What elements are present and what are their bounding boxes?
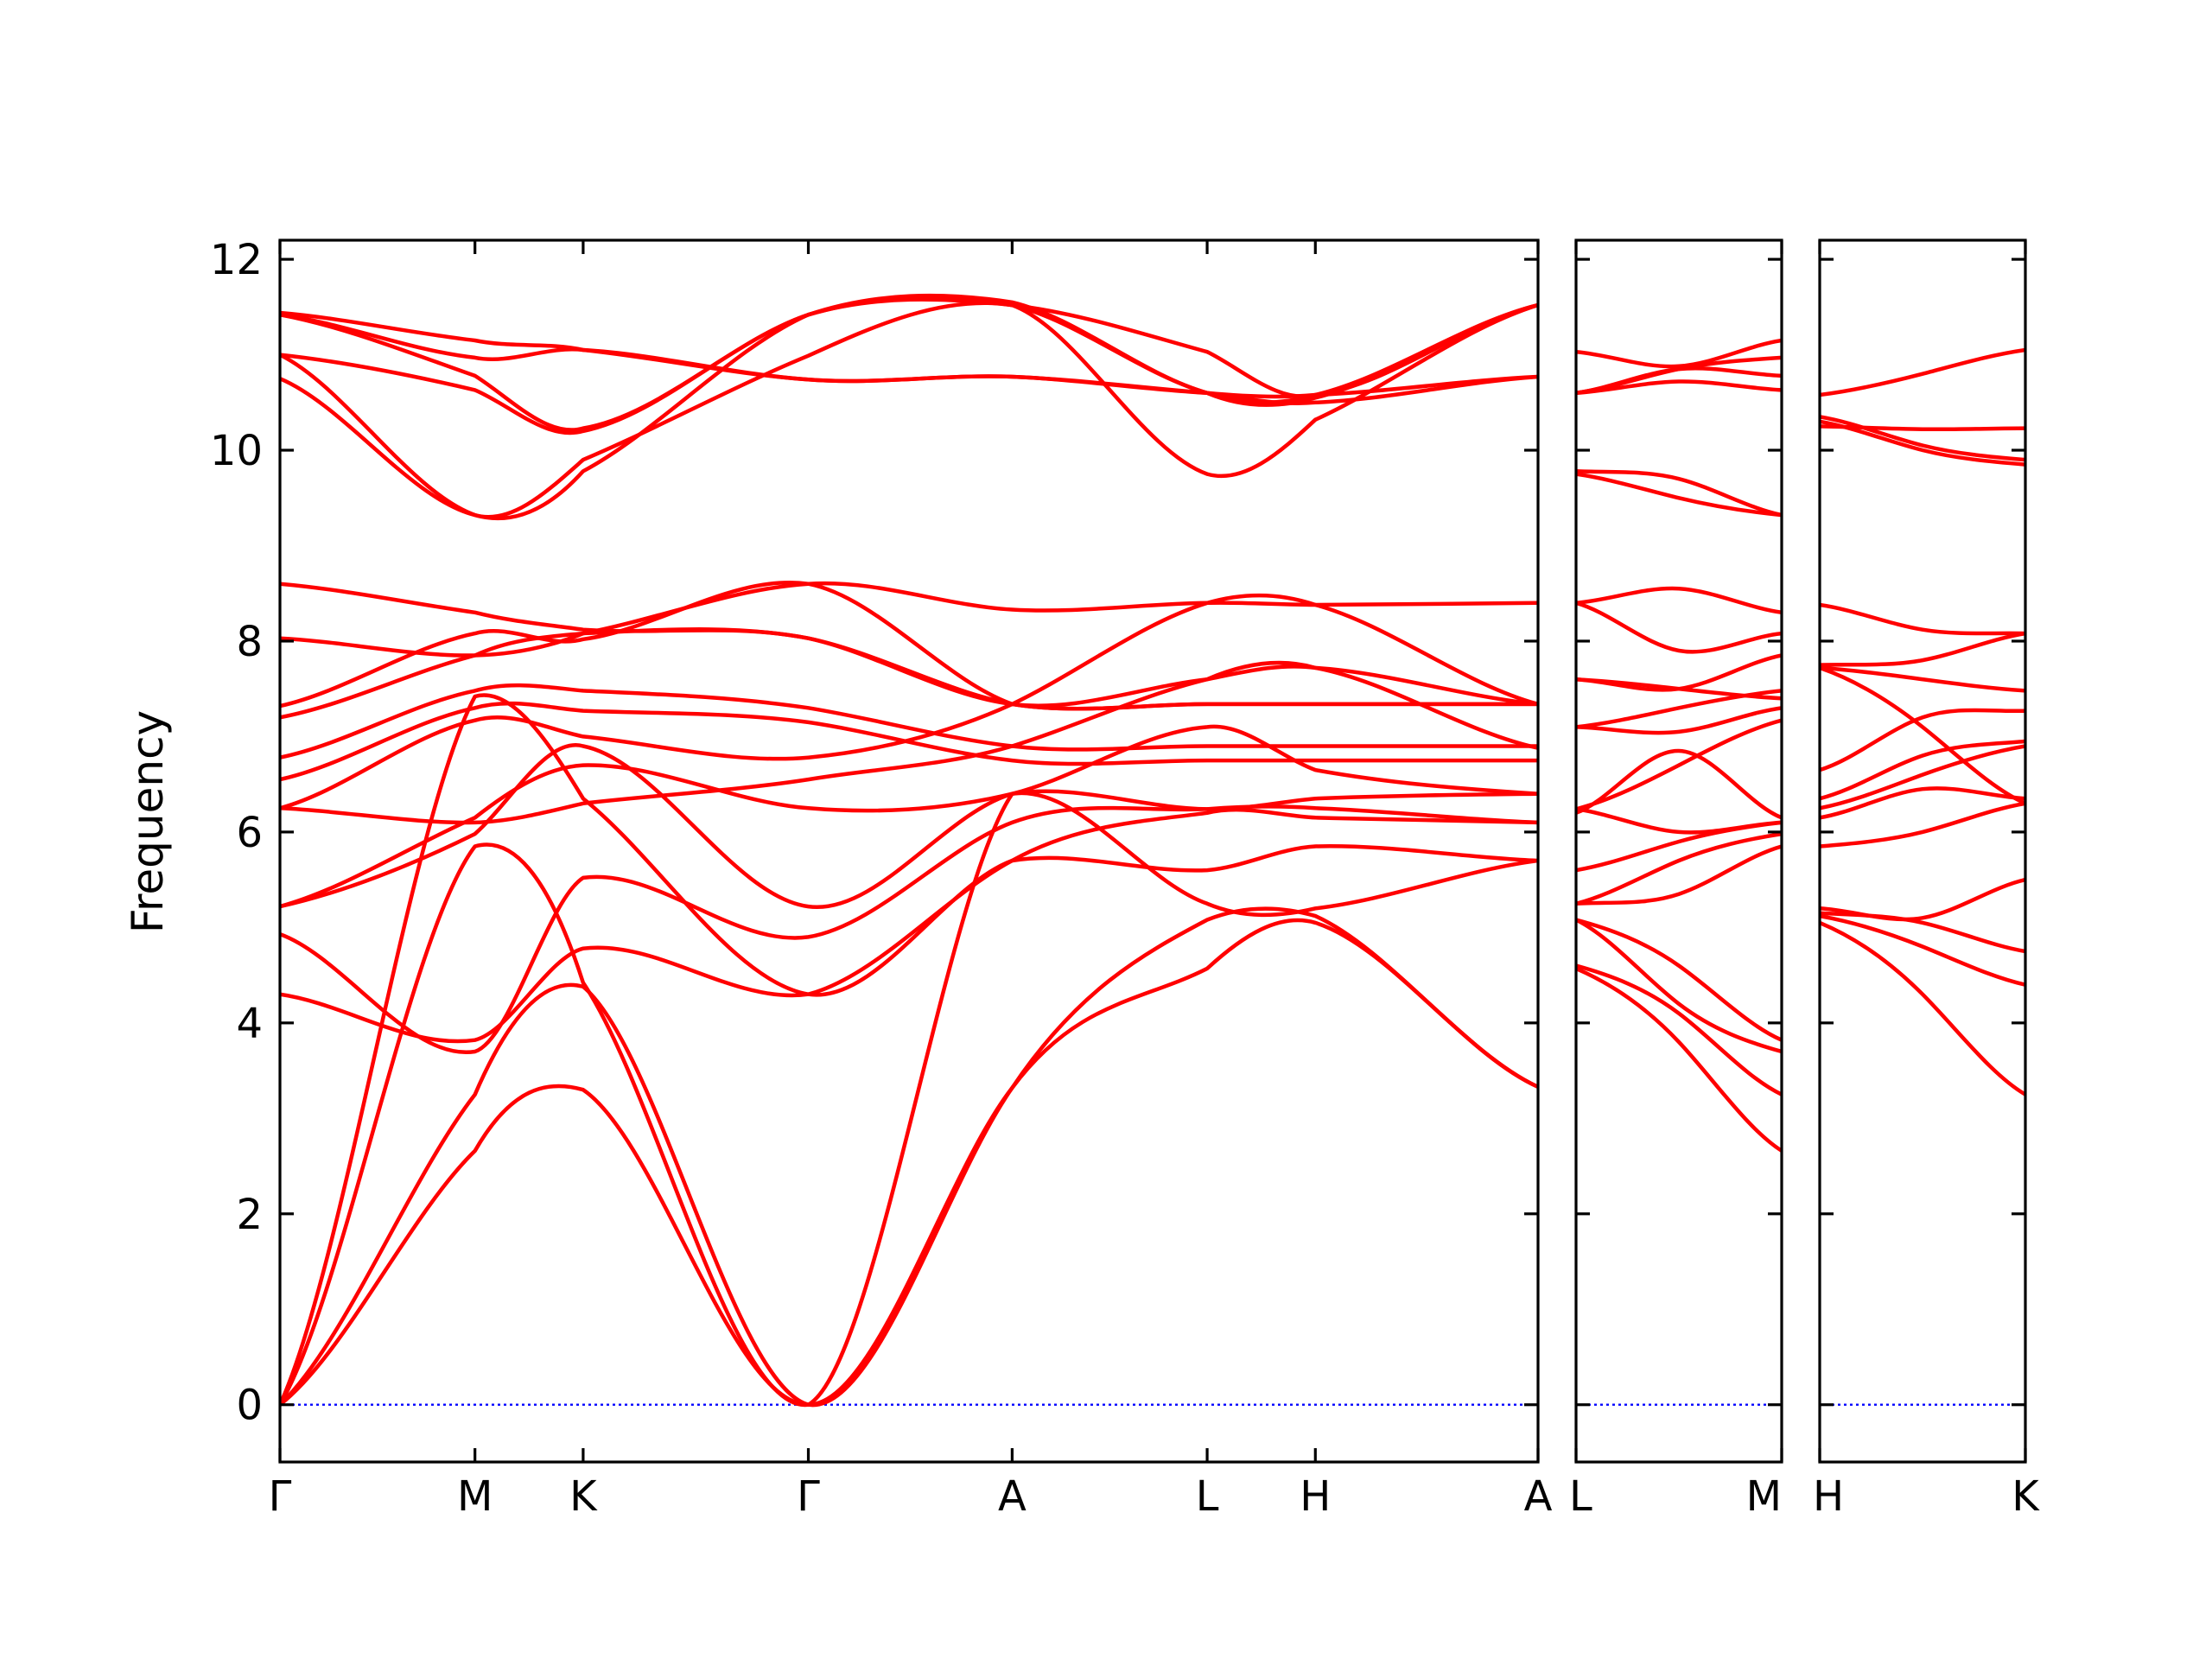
y-tick-label: 2: [236, 1191, 263, 1239]
band-line-1: [1576, 966, 1782, 1154]
band-line-2: [1576, 963, 1782, 1096]
band-line-2: [1820, 913, 2025, 987]
band-line-21: [1576, 355, 1782, 396]
band-line-14: [1576, 653, 1782, 692]
band-line-7: [280, 743, 1538, 910]
x-tick-label: Γ: [269, 1472, 292, 1521]
band-line-19: [1576, 379, 1782, 396]
x-tick-label: A: [1524, 1472, 1553, 1521]
x-tick-label: A: [998, 1472, 1027, 1521]
band-line-15: [1576, 601, 1782, 654]
band-line-10: [1820, 665, 2025, 806]
band-line-4: [1820, 877, 2025, 922]
band-line-11: [1820, 665, 2025, 693]
band-line-10: [1576, 718, 1782, 811]
panel-frame: [1818, 238, 2027, 1464]
band-line-1: [280, 918, 1538, 1407]
band-line-22: [280, 310, 1538, 399]
x-tick-label: Γ: [797, 1472, 820, 1521]
x-tick-label: K: [2012, 1472, 2040, 1521]
x-tick-label: K: [569, 1472, 598, 1521]
band-line-19: [280, 297, 1538, 435]
band-line-18: [1576, 469, 1782, 518]
panel-frame: [278, 238, 1540, 1464]
y-tick-label: 0: [236, 1382, 263, 1430]
band-line-11: [1576, 706, 1782, 735]
band-line-17: [280, 301, 1538, 519]
band-line-3: [1576, 918, 1782, 1054]
x-tick-label: L: [1569, 1472, 1592, 1521]
band-lines: [1576, 338, 1782, 1154]
band-line-16: [1820, 424, 2025, 432]
band-line-17: [1576, 472, 1782, 518]
band-line-15: [280, 581, 1538, 658]
band-line-9: [1820, 708, 2025, 772]
x-tick-label: M: [1746, 1472, 1782, 1521]
band-line-7: [1576, 820, 1782, 873]
x-tick-label: M: [457, 1472, 493, 1521]
band-line-22: [1576, 338, 1782, 369]
band-line-7: [1820, 744, 2025, 810]
band-line-8: [280, 724, 1538, 909]
panel-1: 0 2 4 6 8 10 12 Γ M K Γ A L H A: [210, 236, 1553, 1521]
band-lines: [1820, 347, 2025, 1096]
band-line-8: [1576, 748, 1782, 820]
band-line-1: [1820, 920, 2025, 1096]
band-line-18: [280, 296, 1538, 521]
panel-frame: [1574, 238, 1783, 1464]
band-line-4: [1576, 918, 1782, 1042]
band-line-12: [280, 683, 1538, 760]
band-line-6: [280, 804, 1538, 1055]
y-axis-label: Frequency: [123, 710, 173, 933]
band-line-6: [1576, 831, 1782, 906]
y-tick-label: 8: [236, 618, 263, 666]
band-line-17: [1820, 347, 2025, 397]
band-line-11: [280, 701, 1538, 782]
band-line-9: [1576, 807, 1782, 835]
band-line-4: [280, 693, 1538, 1407]
band-line-13: [1820, 602, 2025, 636]
y-tick-label: 6: [236, 809, 263, 857]
band-line-15: [1820, 415, 2025, 462]
band-line-5: [1576, 844, 1782, 906]
band-line-3: [280, 791, 1538, 1407]
band-line-12: [1820, 631, 2025, 667]
y-tick-label: 12: [210, 236, 263, 284]
band-line-5: [1820, 801, 2025, 849]
x-tick-label: H: [1300, 1472, 1331, 1521]
band-line-14: [280, 581, 1538, 711]
band-lines: [280, 293, 1538, 1407]
x-tick-label: H: [1813, 1472, 1844, 1521]
y-tick-label: 10: [210, 427, 263, 475]
band-line-5: [280, 807, 1538, 1044]
y-tick-label: 4: [236, 1000, 263, 1048]
band-line-8: [1820, 739, 2025, 801]
x-tick-label: L: [1196, 1472, 1219, 1521]
band-line-16: [1576, 586, 1782, 615]
band-line-6: [1820, 786, 2025, 820]
band-line-16: [280, 582, 1538, 708]
